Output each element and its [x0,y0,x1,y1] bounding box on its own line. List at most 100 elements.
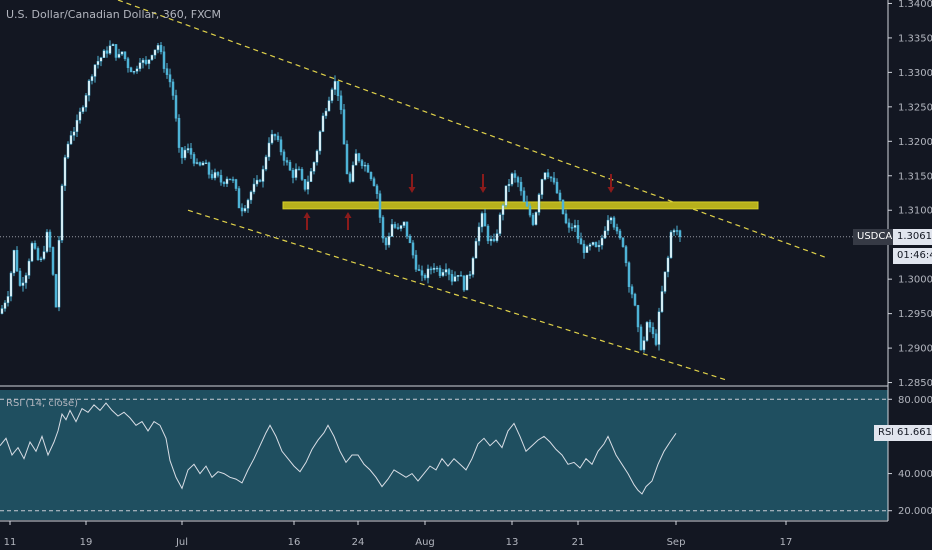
candle-body-142 [426,268,430,279]
candle-body-202 [606,219,610,232]
candle-body-53 [159,45,163,53]
candle-body-148 [444,269,448,273]
candle-body-118 [354,153,358,166]
candle-body-22 [66,143,70,158]
candle-body-108 [324,110,328,117]
time-tick-label-0: 11 [4,537,17,548]
candle-body-27 [81,107,85,112]
candle-body-96 [288,162,292,171]
time-tick-label-8: Sep [667,537,686,548]
candle-body-192 [576,225,580,239]
candle-body-188 [564,213,568,224]
candle-body-106 [318,131,322,152]
candle-body-7 [21,282,25,286]
rsi-line [0,402,677,495]
candle-body-157 [471,257,475,275]
candle-body-151 [453,276,457,282]
candle-body-137 [411,242,415,256]
candle-body-56 [168,74,172,83]
candle-body-141 [423,275,427,279]
candle-body-102 [306,181,310,190]
candle-body-205 [615,226,619,232]
resistance-zone [282,201,759,210]
candle-body-173 [519,181,523,192]
candle-body-139 [417,269,421,271]
candle-body-149 [447,269,451,275]
candle-body-101 [303,179,307,190]
candle-body-124 [372,178,376,187]
candle-body-150 [450,274,454,282]
candle-body-225 [675,230,679,232]
candle-body-200 [600,237,604,246]
candle-body-13 [39,258,43,261]
candle-body-8 [24,275,28,284]
candle-body-210 [630,286,634,295]
candle-body-146 [438,267,442,276]
candle-body-182 [546,172,550,178]
arrow-down-3 [479,174,487,193]
candle-body-131 [393,224,397,228]
candle-body-71 [213,172,217,179]
candle-body-80 [240,207,244,212]
arrow-down-4 [607,174,615,193]
rsi-title: RSI (14, close) [6,398,79,409]
candle-body-170 [510,173,514,185]
candle-body-193 [579,238,583,245]
candle-body-214 [642,340,646,351]
arrow-up-1 [344,212,352,230]
candle-body-28 [84,95,88,108]
candle-body-74 [222,181,226,185]
symbol-tag-label: USDCAD [857,231,900,242]
candle-body-119 [357,153,361,161]
candle-body-79 [237,188,241,209]
candle-body-0 [0,308,4,314]
candle-body-12 [36,248,40,261]
candle-body-172 [516,177,520,183]
candle-body-159 [477,226,481,242]
candle-body-145 [435,267,439,270]
time-tick-label-7: 21 [572,537,585,548]
time-tick-label-3: 16 [288,537,301,548]
candle-body-43 [129,67,133,73]
candle-body-2 [6,296,10,304]
candle-body-187 [561,199,565,215]
candle-body-110 [330,89,334,101]
candle-body-189 [567,222,571,228]
candle-body-37 [111,44,115,47]
candle-body-144 [432,267,436,270]
candle-body-14 [42,251,46,260]
candle-body-72 [216,172,220,176]
upper-channel-line [117,0,826,258]
candle-body-183 [549,176,553,179]
arrow-up-0 [303,212,311,230]
candle-body-221 [663,271,667,292]
candle-body-166 [498,214,502,234]
candle-body-15 [45,231,49,252]
candle-body-57 [171,81,175,96]
candle-body-29 [87,80,91,96]
candle-body-49 [147,59,151,64]
candle-body-94 [282,151,286,161]
candle-body-223 [669,231,673,259]
candle-body-89 [267,142,271,158]
price-tick-label-2: 1.33000 [898,68,932,79]
candle-body-154 [462,275,466,291]
time-tick-label-1: 19 [80,537,93,548]
candle-body-115 [345,143,349,175]
candle-body-198 [594,242,598,248]
candle-body-212 [636,305,640,328]
candle-body-82 [246,199,250,209]
candle-body-75 [225,178,229,185]
candle-body-176 [528,205,532,216]
candle-body-113 [339,95,343,110]
candle-body-52 [156,45,160,51]
candle-body-1 [3,302,7,309]
candle-body-68 [204,162,208,165]
candle-body-158 [474,240,478,259]
candle-body-20 [60,185,64,241]
candle-body-147 [441,271,445,276]
candle-body-61 [183,149,187,159]
candle-body-125 [375,185,379,194]
candle-body-97 [291,170,295,178]
